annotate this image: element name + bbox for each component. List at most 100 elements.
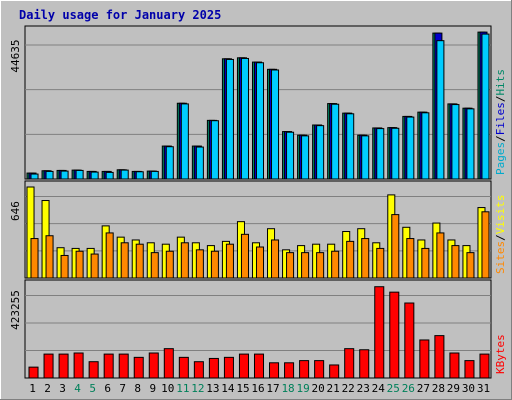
x-tick-label-day-19: 19 xyxy=(296,382,309,395)
bar-kbytes-day-21 xyxy=(329,364,340,379)
bar-kbytes-day-27 xyxy=(419,339,430,379)
bar-kbytes-day-24 xyxy=(374,286,385,379)
bar-kbytes-day-23 xyxy=(359,349,370,379)
x-tick-label-day-10: 10 xyxy=(161,382,174,395)
x-tick-label-day-18: 18 xyxy=(281,382,294,395)
bar-kbytes-day-10 xyxy=(163,348,174,379)
bar-pages-day-9 xyxy=(150,170,159,180)
bar-pages-day-7 xyxy=(120,169,129,180)
x-tick-label-day-30: 30 xyxy=(462,382,475,395)
bar-sites-day-31 xyxy=(481,211,490,279)
bar-pages-day-13 xyxy=(210,120,219,180)
bar-pages-day-1 xyxy=(30,173,39,180)
bar-kbytes-day-12 xyxy=(193,361,204,379)
x-tick-label-day-4: 4 xyxy=(74,382,81,395)
bar-sites-day-27 xyxy=(421,247,430,279)
panel-hits-files-pages: 44635 Pages/Files/Hits xyxy=(9,25,507,180)
x-tick-label-day-16: 16 xyxy=(251,382,264,395)
bar-kbytes-day-6 xyxy=(103,353,114,379)
axis-label-separator: / xyxy=(494,96,507,103)
bar-kbytes-day-30 xyxy=(464,360,475,379)
chart-title: Daily usage for January 2025 xyxy=(19,8,221,22)
bar-sites-day-8 xyxy=(135,243,144,279)
bar-sites-day-24 xyxy=(376,247,385,279)
bar-sites-day-26 xyxy=(406,238,415,279)
bar-kbytes-day-3 xyxy=(58,353,69,379)
bar-sites-day-20 xyxy=(316,252,325,279)
bar-pages-day-15 xyxy=(240,57,249,180)
bar-pages-day-16 xyxy=(255,62,265,180)
bar-pages-day-12 xyxy=(195,146,204,180)
panel-axis-label: Pages/Files/Hits xyxy=(494,69,507,175)
bar-kbytes-day-18 xyxy=(284,362,295,379)
bar-kbytes-day-19 xyxy=(299,360,310,379)
bar-pages-day-18 xyxy=(286,131,295,180)
bar-kbytes-day-5 xyxy=(88,361,99,379)
axis-label-sites: Sites xyxy=(494,241,507,274)
bar-sites-day-21 xyxy=(331,250,340,279)
bar-kbytes-day-26 xyxy=(404,302,415,379)
bar-pages-day-22 xyxy=(346,113,355,180)
x-tick-label-day-8: 8 xyxy=(134,382,141,395)
axis-label-separator: / xyxy=(494,135,507,142)
bar-sites-day-28 xyxy=(436,232,445,279)
bar-pages-day-8 xyxy=(135,171,144,180)
bar-sites-day-25 xyxy=(391,214,400,279)
bar-kbytes-day-16 xyxy=(253,353,265,379)
bar-sites-day-17 xyxy=(271,239,280,279)
bar-pages-day-10 xyxy=(165,146,174,180)
x-tick-label-day-27: 27 xyxy=(417,382,430,395)
panel-max-label: 423255 xyxy=(9,290,22,330)
bar-pages-day-3 xyxy=(60,170,69,180)
bar-kbytes-day-25 xyxy=(389,291,400,379)
bar-kbytes-day-29 xyxy=(449,352,460,379)
x-tick-label-day-22: 22 xyxy=(342,382,355,395)
axis-label-visits: Visits xyxy=(494,195,507,235)
x-tick-label-day-6: 6 xyxy=(104,382,111,395)
axis-label-kbytes: KBytes xyxy=(494,334,507,374)
bar-pages-day-20 xyxy=(316,125,325,180)
x-tick-label-day-15: 15 xyxy=(236,382,249,395)
bar-pages-day-27 xyxy=(421,112,430,180)
x-tick-label-day-26: 26 xyxy=(402,382,415,395)
bar-kbytes-day-11 xyxy=(178,356,189,379)
axis-label-files: Files xyxy=(494,102,507,135)
bar-sites-day-29 xyxy=(451,245,460,279)
x-tick-label-day-25: 25 xyxy=(387,382,400,395)
x-tick-label-day-13: 13 xyxy=(206,382,219,395)
x-tick-label-day-5: 5 xyxy=(89,382,96,395)
bar-kbytes-day-15 xyxy=(238,353,249,379)
bar-kbytes-day-22 xyxy=(344,348,355,379)
x-tick-label-day-21: 21 xyxy=(327,382,340,395)
x-tick-label-day-29: 29 xyxy=(447,382,460,395)
bar-sites-day-13 xyxy=(210,250,219,279)
bar-sites-day-12 xyxy=(195,249,204,279)
bar-kbytes-day-17 xyxy=(269,362,280,379)
bar-sites-day-11 xyxy=(180,242,189,279)
bar-pages-day-17 xyxy=(271,69,280,180)
bar-pages-day-24 xyxy=(376,128,385,180)
bar-sites-day-2 xyxy=(45,235,54,279)
x-tick-label-day-31: 31 xyxy=(477,382,490,395)
axis-label-pages: Pages xyxy=(494,142,507,175)
bar-pages-day-30 xyxy=(466,108,475,180)
x-tick-label-day-28: 28 xyxy=(432,382,445,395)
x-tick-label-day-2: 2 xyxy=(44,382,51,395)
bar-sites-day-18 xyxy=(286,252,295,279)
panel-axis-label: Sites/Visits xyxy=(494,195,507,275)
bar-pages-day-4 xyxy=(75,169,84,180)
bar-sites-day-30 xyxy=(466,252,475,279)
bar-sites-day-19 xyxy=(301,252,310,279)
bar-pages-day-29 xyxy=(451,104,460,180)
x-tick-label-day-23: 23 xyxy=(357,382,370,395)
x-tick-label-day-14: 14 xyxy=(221,382,235,395)
bar-pages-day-6 xyxy=(105,171,114,180)
panel-kbytes: 423255 KBytes xyxy=(9,279,507,379)
x-tick-label-day-24: 24 xyxy=(372,382,386,395)
bar-sites-day-14 xyxy=(225,243,234,279)
bar-sites-day-5 xyxy=(90,253,99,279)
axis-label-separator: / xyxy=(494,234,507,241)
panel-max-label: 44635 xyxy=(9,39,22,72)
bar-kbytes-day-8 xyxy=(133,356,144,379)
